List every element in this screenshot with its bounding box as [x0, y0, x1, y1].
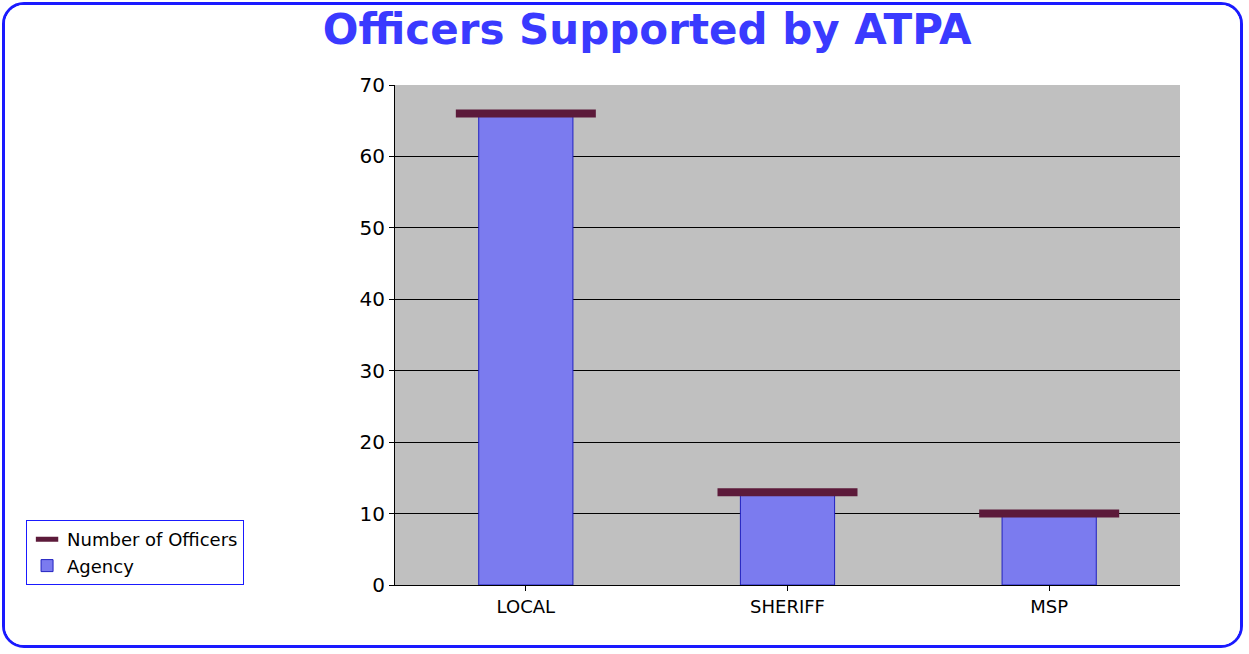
- svg-text:Number of Officers: Number of Officers: [67, 529, 237, 550]
- svg-text:SHERIFF: SHERIFF: [750, 596, 825, 617]
- svg-text:30: 30: [360, 359, 385, 383]
- svg-text:40: 40: [360, 287, 385, 311]
- svg-text:10: 10: [360, 502, 385, 526]
- svg-text:Agency: Agency: [67, 556, 134, 577]
- svg-text:70: 70: [360, 73, 385, 97]
- svg-text:Officers Supported by ATPA: Officers Supported by ATPA: [323, 5, 972, 54]
- svg-text:20: 20: [360, 430, 385, 454]
- svg-text:0: 0: [372, 573, 385, 597]
- svg-text:60: 60: [360, 144, 385, 168]
- svg-text:LOCAL: LOCAL: [497, 596, 555, 617]
- svg-text:50: 50: [360, 216, 385, 240]
- svg-text:MSP: MSP: [1030, 596, 1068, 617]
